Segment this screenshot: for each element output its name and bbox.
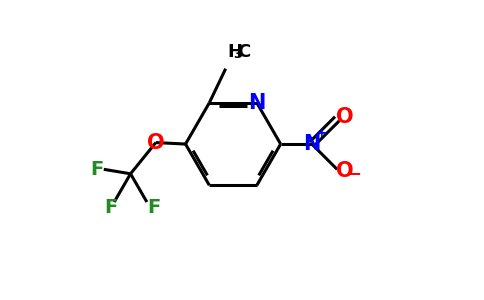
- Text: +: +: [316, 126, 327, 140]
- Text: O: O: [147, 133, 165, 153]
- Text: F: F: [147, 198, 160, 217]
- Text: 3: 3: [233, 48, 242, 61]
- Text: −: −: [348, 164, 361, 182]
- Text: F: F: [91, 160, 104, 179]
- Text: N: N: [248, 93, 266, 113]
- Text: F: F: [105, 198, 118, 217]
- Text: O: O: [336, 107, 353, 127]
- Text: H: H: [227, 43, 242, 61]
- Text: C: C: [237, 43, 250, 61]
- Text: O: O: [336, 161, 353, 181]
- Text: N: N: [303, 134, 320, 154]
